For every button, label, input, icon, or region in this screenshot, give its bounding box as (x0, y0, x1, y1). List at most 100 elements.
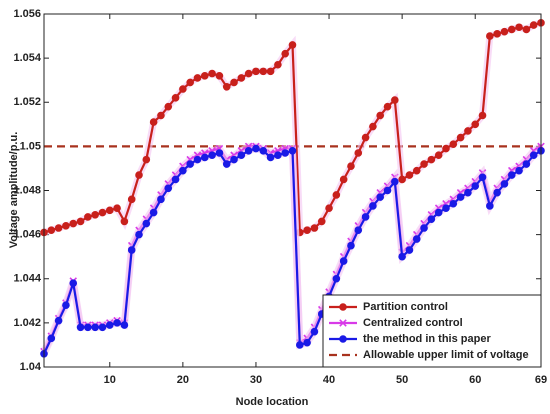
data-point (127, 246, 136, 254)
data-point (486, 32, 494, 40)
data-point (149, 208, 158, 217)
data-point (164, 102, 173, 111)
data-point (193, 74, 202, 82)
data-point (507, 25, 516, 34)
data-point (84, 213, 92, 221)
data-point (383, 186, 392, 195)
data-point (281, 49, 289, 58)
data-point (54, 224, 63, 232)
data-point (54, 316, 63, 325)
data-point (515, 23, 523, 32)
x-tick-label: 30 (250, 374, 262, 386)
legend-box (322, 294, 542, 368)
data-point (179, 85, 187, 93)
data-point (62, 301, 70, 310)
data-point (339, 257, 348, 265)
data-point (310, 327, 319, 336)
y-tick-label: 1.042 (13, 317, 41, 329)
data-point (252, 144, 260, 153)
data-point (244, 146, 253, 155)
data-point (105, 206, 114, 215)
x-axis-label: Node location (236, 396, 309, 408)
data-point (142, 219, 151, 228)
y-tick-label: 1.054 (13, 52, 41, 64)
data-point (529, 21, 538, 29)
data-point (310, 224, 319, 232)
data-point (237, 74, 246, 82)
y-tick-label: 1.056 (13, 8, 41, 20)
data-point (215, 149, 224, 157)
x-tick-label: 50 (396, 374, 408, 386)
data-point (266, 153, 275, 162)
x-tick-label: 40 (323, 374, 335, 386)
data-point (84, 323, 92, 332)
data-point (398, 252, 406, 261)
data-point (259, 146, 268, 155)
data-point (456, 133, 465, 142)
data-point (135, 230, 143, 239)
data-point (442, 204, 450, 212)
data-point (186, 78, 194, 87)
data-point (274, 60, 282, 69)
data-point (135, 171, 143, 179)
data-point (98, 208, 107, 217)
data-point (76, 323, 85, 332)
x-tick-label: 60 (469, 374, 481, 386)
data-point (464, 188, 472, 197)
data-point (222, 83, 231, 91)
data-point (113, 204, 121, 212)
data-point (98, 323, 107, 332)
data-point (464, 127, 472, 135)
data-point (354, 226, 363, 235)
data-point (281, 149, 289, 157)
data-point (427, 215, 436, 223)
data-point (47, 334, 56, 343)
x-tick-label: 20 (177, 374, 189, 386)
data-point (427, 155, 436, 164)
data-point (120, 217, 129, 226)
y-tick-label: 1.04 (20, 361, 42, 373)
data-point (230, 155, 238, 164)
data-point (391, 96, 399, 104)
data-point (208, 151, 216, 159)
data-point (471, 120, 480, 129)
data-point (69, 219, 78, 228)
data-point (420, 160, 428, 168)
data-point (507, 171, 516, 179)
data-point (127, 195, 136, 204)
y-tick-label: 1.05 (20, 140, 41, 152)
data-point (274, 151, 282, 159)
data-point (259, 67, 268, 76)
data-point (222, 160, 231, 168)
data-point (157, 111, 165, 120)
data-point (420, 224, 428, 232)
data-point (478, 111, 487, 120)
data-point (347, 241, 355, 250)
data-point (266, 67, 275, 76)
legend-marker (339, 303, 347, 311)
data-point (434, 208, 443, 217)
data-point (47, 226, 56, 235)
data-point (529, 151, 538, 159)
data-point (405, 171, 414, 179)
data-point (398, 175, 406, 184)
data-point (369, 202, 377, 210)
data-point (179, 166, 187, 175)
data-point (193, 155, 202, 164)
data-point (149, 118, 158, 126)
y-tick-label: 1.046 (13, 229, 41, 241)
data-point (120, 321, 129, 329)
data-point (376, 193, 385, 201)
data-point (493, 30, 501, 38)
data-point (186, 160, 194, 168)
y-axis-label: Voltage amplitude/p.u. (8, 132, 20, 249)
data-point (332, 191, 341, 199)
data-point (288, 41, 297, 49)
data-point (500, 27, 509, 36)
y-tick-label: 1.048 (13, 184, 41, 196)
data-point (369, 122, 377, 131)
data-point (412, 235, 421, 243)
x-tick-label: 69 (535, 374, 547, 386)
data-point (376, 111, 385, 120)
data-point (303, 338, 311, 347)
